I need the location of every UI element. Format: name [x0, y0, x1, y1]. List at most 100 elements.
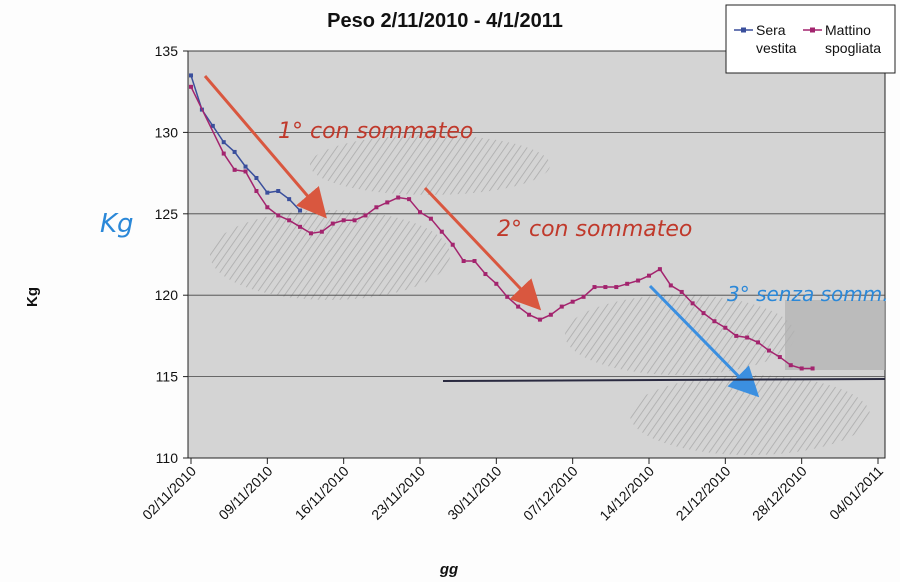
y-tick-label: 115	[156, 369, 179, 385]
annotation-2: 2° con sommateo	[497, 217, 692, 242]
legend: Sera vestita Mattino spogliata	[725, 4, 896, 74]
data-point	[723, 325, 728, 330]
data-point	[603, 285, 608, 290]
data-point	[810, 366, 815, 371]
pencil-shading	[210, 135, 885, 455]
x-tick-label: 28/12/2010	[749, 463, 810, 524]
data-point	[352, 218, 357, 223]
data-point	[330, 221, 335, 226]
chart-title: Peso 2/11/2010 - 4/1/2011	[327, 10, 563, 32]
data-point	[298, 224, 303, 229]
data-point	[614, 285, 619, 290]
data-point	[439, 229, 444, 234]
data-point	[647, 273, 651, 278]
y-tick-label: 130	[155, 124, 179, 140]
data-point	[276, 213, 281, 218]
data-point	[777, 355, 782, 360]
data-point	[341, 218, 346, 223]
data-point	[745, 335, 750, 340]
reference-line	[442, 378, 886, 382]
data-point	[734, 333, 739, 338]
data-point	[788, 363, 793, 368]
x-tick-label: 23/11/2010	[368, 463, 428, 523]
data-point	[363, 213, 368, 218]
data-point	[505, 294, 510, 299]
data-point	[559, 304, 564, 309]
x-tick-label: 21/12/2010	[673, 463, 734, 524]
x-axis-title: gg	[439, 561, 458, 578]
data-point	[232, 149, 237, 154]
data-point	[428, 216, 433, 221]
data-point	[232, 167, 237, 172]
data-point	[472, 259, 477, 264]
y-tick-label: 120	[155, 287, 179, 303]
x-tick-label: 09/11/2010	[215, 463, 275, 523]
data-point	[276, 189, 281, 194]
data-point	[298, 208, 303, 213]
data-point	[189, 84, 193, 89]
legend-label-mattino: Mattino spogliata	[825, 22, 881, 56]
arrow-2	[423, 186, 542, 311]
data-point	[287, 197, 292, 202]
data-point	[407, 197, 412, 202]
y-axis-ticks: 110 115 120 125 130 135	[155, 43, 188, 466]
data-point	[287, 218, 292, 223]
data-point	[581, 294, 586, 299]
data-point	[592, 285, 597, 290]
data-point	[418, 210, 422, 215]
x-tick-label: 16/11/2010	[292, 463, 352, 523]
data-point	[319, 229, 324, 234]
annotation-kg: Kg	[100, 209, 134, 239]
x-tick-label: 14/12/2010	[596, 463, 657, 524]
data-point	[265, 205, 270, 210]
arrow-3	[648, 284, 760, 398]
data-point	[799, 366, 804, 371]
data-point	[657, 267, 662, 272]
data-point	[308, 231, 313, 236]
data-point	[537, 317, 542, 322]
y-axis-title: Kg	[24, 287, 41, 307]
handwritten-annotations: 1° con sommateo 2° con sommateo 3° senza…	[100, 75, 889, 398]
y-tick-label: 125	[155, 206, 179, 222]
data-point	[396, 195, 401, 200]
data-point	[210, 123, 215, 128]
data-point	[516, 304, 521, 309]
data-point	[701, 311, 706, 316]
data-point	[690, 301, 695, 306]
x-tick-label: 30/11/2010	[444, 463, 504, 523]
data-point	[243, 164, 248, 169]
data-point	[254, 175, 259, 180]
data-point	[668, 283, 673, 288]
data-point	[636, 278, 641, 283]
data-point	[570, 299, 575, 304]
data-point	[483, 272, 488, 277]
data-point	[756, 340, 761, 345]
data-point	[254, 189, 259, 194]
x-tick-label: 02/11/2010	[139, 463, 199, 523]
data-point	[548, 312, 553, 317]
y-tick-label: 135	[155, 43, 179, 59]
y-tick-label: 110	[156, 450, 179, 466]
data-point	[374, 205, 379, 210]
data-point	[221, 140, 226, 145]
legend-label-sera: Sera vestita	[756, 22, 797, 56]
x-tick-label: 04/01/2011	[826, 463, 886, 523]
data-point	[461, 259, 466, 264]
data-point	[625, 281, 630, 286]
annotation-3: 3° senza somm.	[727, 282, 889, 306]
annotation-1: 1° con sommateo	[278, 119, 473, 144]
data-point	[385, 200, 390, 205]
data-point	[265, 190, 270, 195]
data-point	[450, 242, 455, 247]
data-point	[189, 73, 193, 78]
data-point	[221, 151, 226, 156]
data-point	[243, 169, 248, 174]
data-point	[766, 348, 771, 353]
x-tick-label: 07/12/2010	[520, 463, 581, 524]
data-point	[679, 289, 684, 294]
data-point	[527, 312, 532, 317]
arrow-1	[203, 75, 327, 219]
data-point	[712, 319, 717, 324]
x-axis-ticks: 02/11/2010 09/11/2010 16/11/2010 23/11/2010…	[139, 458, 886, 524]
